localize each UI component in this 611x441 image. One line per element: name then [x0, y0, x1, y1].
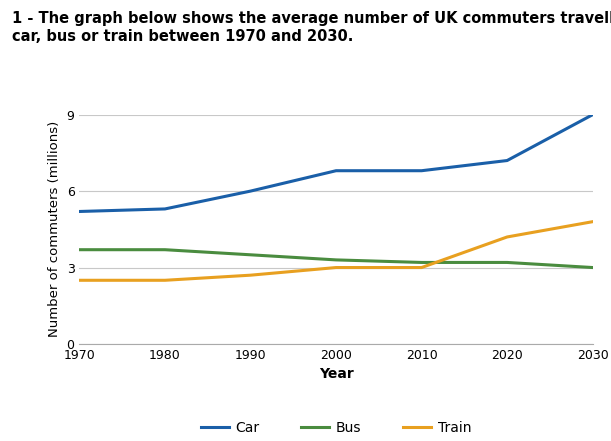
Text: 1 - The graph below shows the average number of UK commuters travelling each day: 1 - The graph below shows the average nu…: [12, 11, 611, 26]
X-axis label: Year: Year: [319, 367, 353, 381]
Text: car, bus or train between 1970 and 2030.: car, bus or train between 1970 and 2030.: [12, 29, 354, 44]
Y-axis label: Number of commuters (millions): Number of commuters (millions): [48, 121, 61, 337]
Legend: Car, Bus, Train: Car, Bus, Train: [195, 415, 477, 440]
